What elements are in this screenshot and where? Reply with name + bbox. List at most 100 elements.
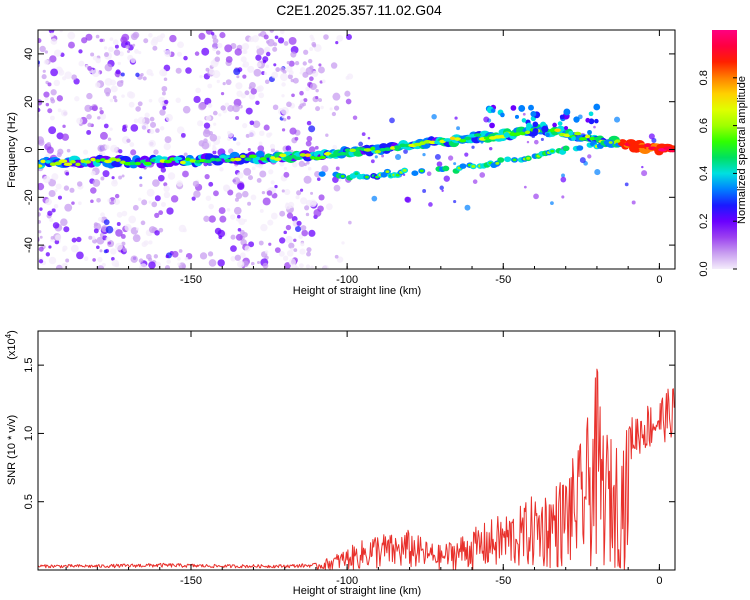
noise-speckle [464, 204, 471, 211]
ridge-core [519, 131, 526, 136]
noise-speckle [270, 148, 275, 153]
noise-speckle [160, 101, 164, 105]
ridge-core [210, 157, 216, 162]
spectrogram-heatmap [38, 30, 675, 269]
noise-speckle [272, 104, 279, 111]
noise-speckle [42, 69, 46, 73]
ridge-core [70, 159, 76, 164]
noise-speckle [97, 144, 105, 152]
noise-speckle [403, 149, 408, 154]
ridge-core [344, 148, 351, 153]
noise-speckle [143, 38, 149, 44]
noise-speckle [285, 224, 292, 231]
noise-speckle [250, 88, 257, 95]
noise-speckle [263, 71, 267, 76]
noise-speckle [300, 67, 306, 73]
noise-speckle [256, 47, 265, 56]
noise-speckle [330, 62, 338, 69]
noise-speckle [153, 254, 159, 259]
noise-speckle [160, 167, 166, 173]
noise-speckle [212, 70, 221, 79]
noise-speckle [148, 33, 153, 38]
noise-speckle [534, 139, 539, 145]
noise-speckle [49, 217, 54, 223]
noise-speckle [262, 56, 269, 63]
noise-speckle [292, 161, 298, 168]
noise-speckle [115, 229, 123, 237]
noise-speckle [120, 80, 124, 84]
noise-speckle [288, 36, 297, 45]
spectrogram-x-axis-title: Height of straight line (km) [293, 285, 421, 297]
noise-speckle [259, 209, 264, 213]
secondary-ridge-blob [497, 157, 505, 163]
noise-speckle [52, 222, 60, 229]
noise-speckle [104, 63, 113, 72]
noise-speckle [137, 197, 142, 202]
noise-speckle [114, 98, 118, 103]
upper-blob [588, 111, 594, 117]
noise-speckle [434, 153, 441, 160]
noise-speckle [48, 245, 52, 249]
noise-speckle [303, 175, 312, 184]
noise-speckle [169, 34, 177, 43]
noise-speckle [243, 167, 252, 176]
noise-speckle [175, 67, 182, 74]
noise-speckle [306, 161, 310, 165]
noise-speckle [132, 31, 140, 39]
noise-speckle [332, 92, 341, 101]
noise-speckle [136, 227, 140, 231]
noise-speckle [345, 98, 352, 105]
noise-speckle [296, 190, 302, 196]
noise-speckle [76, 251, 84, 260]
noise-speckle [315, 88, 319, 93]
noise-speckle [38, 259, 44, 264]
y-tick-label: 0.5 [23, 494, 35, 509]
noise-speckle [255, 54, 262, 61]
noise-speckle [122, 125, 127, 130]
noise-speckle [81, 37, 88, 44]
noise-speckle [321, 79, 326, 84]
noise-speckle [126, 138, 131, 143]
noise-speckle [205, 30, 213, 35]
noise-speckle [332, 176, 339, 184]
noise-speckle [579, 157, 586, 164]
noise-speckle [233, 68, 241, 76]
noise-speckle [240, 93, 246, 99]
noise-speckle [256, 62, 262, 68]
noise-speckle [281, 94, 285, 98]
ridge-core [58, 159, 68, 163]
noise-speckle [203, 215, 210, 222]
noise-speckle [294, 60, 300, 66]
noise-speckle [54, 188, 58, 193]
noise-speckle [121, 241, 126, 246]
noise-speckle [197, 120, 204, 127]
noise-speckle [64, 203, 73, 212]
noise-speckle [236, 141, 241, 146]
secondary-ridge-core [419, 169, 424, 173]
colorbar-tick-label: 0.0 [698, 261, 710, 276]
noise-speckle [287, 201, 295, 209]
noise-speckle [308, 146, 316, 153]
noise-speckle [76, 117, 83, 125]
ridge-core [349, 148, 357, 153]
noise-speckle [273, 42, 278, 47]
noise-speckle [110, 85, 118, 93]
noise-speckle [43, 59, 49, 65]
noise-speckle [257, 145, 265, 152]
noise-speckle [95, 34, 100, 39]
ridge-core [234, 157, 242, 162]
noise-speckle [126, 91, 134, 98]
upper-blob [557, 121, 563, 126]
noise-speckle [358, 141, 364, 147]
noise-speckle [65, 171, 70, 176]
noise-speckle [182, 228, 187, 233]
secondary-ridge-core [471, 165, 476, 168]
noise-speckle [309, 76, 314, 82]
noise-speckle [176, 180, 183, 187]
noise-speckle [533, 193, 539, 200]
noise-speckle [39, 45, 46, 53]
upper-blob [500, 112, 505, 118]
noise-speckle [121, 174, 125, 178]
noise-speckle [311, 41, 317, 47]
ridge-core [585, 134, 591, 139]
